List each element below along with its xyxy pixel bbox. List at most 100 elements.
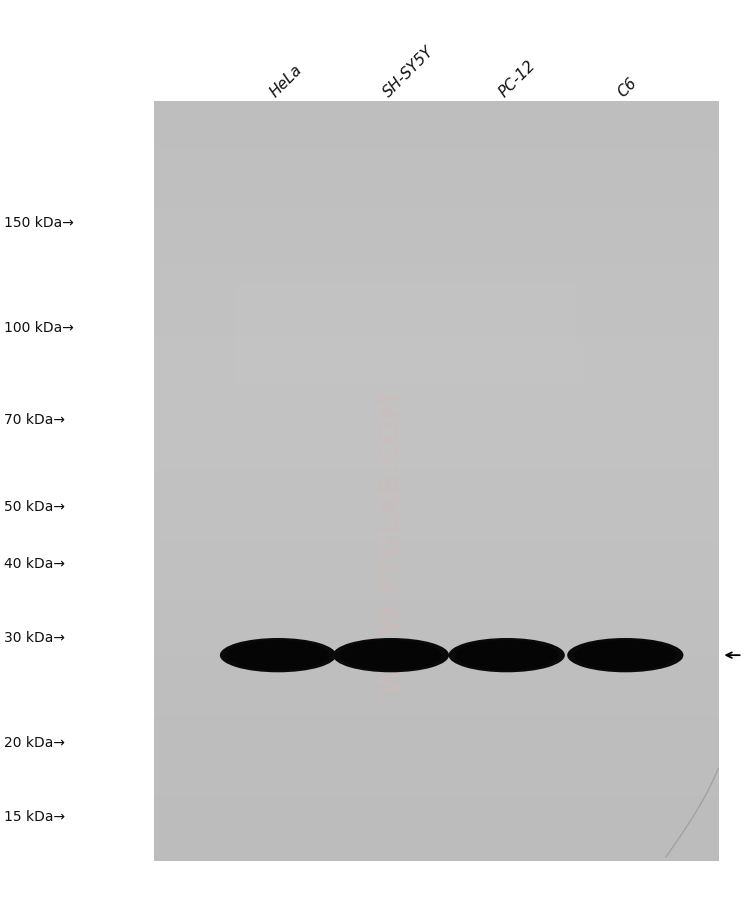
Bar <box>154 588 718 592</box>
Bar <box>154 136 718 140</box>
Bar <box>154 508 718 512</box>
Bar <box>154 447 718 451</box>
Bar <box>238 380 578 384</box>
Bar <box>154 140 718 143</box>
Text: WWW.PTGLAB.COM: WWW.PTGLAB.COM <box>377 391 405 695</box>
Bar <box>154 724 718 729</box>
Bar <box>154 667 718 671</box>
Bar <box>154 827 718 831</box>
Bar <box>154 193 718 197</box>
Bar <box>238 345 578 350</box>
Bar <box>154 428 718 432</box>
Bar <box>154 767 718 770</box>
Bar <box>154 770 718 774</box>
Ellipse shape <box>574 640 676 670</box>
Bar <box>154 133 718 136</box>
Bar <box>238 273 578 278</box>
Bar <box>238 337 578 342</box>
Bar <box>154 272 718 277</box>
Bar <box>154 649 718 652</box>
Bar <box>154 748 718 751</box>
Bar <box>154 801 718 805</box>
Bar <box>154 786 718 789</box>
Bar <box>154 842 718 846</box>
Bar <box>238 372 578 375</box>
Bar <box>238 270 578 273</box>
Bar <box>238 414 578 419</box>
Bar <box>154 391 718 394</box>
Bar <box>154 547 718 550</box>
Bar <box>154 307 718 311</box>
Bar <box>154 538 718 542</box>
Bar <box>154 296 718 299</box>
Bar <box>154 349 718 353</box>
Bar <box>154 281 718 284</box>
Text: 100 kDa→: 100 kDa→ <box>4 320 74 335</box>
Bar <box>154 288 718 292</box>
Bar <box>154 246 718 250</box>
Text: 20 kDa→: 20 kDa→ <box>4 735 64 750</box>
Bar <box>154 197 718 200</box>
Bar <box>154 789 718 793</box>
Bar <box>154 740 718 743</box>
Bar <box>238 384 578 389</box>
Bar <box>154 243 718 246</box>
Bar <box>238 265 578 270</box>
Bar <box>238 422 578 427</box>
Bar <box>238 329 578 333</box>
Bar <box>154 698 718 702</box>
Bar <box>154 186 718 189</box>
Bar <box>154 815 718 820</box>
Bar <box>238 342 578 345</box>
Bar <box>154 143 718 148</box>
Bar <box>154 580 718 584</box>
Bar <box>154 691 718 695</box>
Bar <box>154 152 718 155</box>
Bar <box>154 630 718 633</box>
Bar <box>154 638 718 641</box>
Bar <box>154 478 718 482</box>
Ellipse shape <box>220 639 336 673</box>
Bar <box>238 350 578 354</box>
Bar <box>154 839 718 842</box>
Bar <box>154 440 718 444</box>
Bar <box>154 387 718 391</box>
Bar <box>154 679 718 683</box>
Bar <box>154 124 718 128</box>
Text: 15 kDa→: 15 kDa→ <box>4 809 64 824</box>
Bar <box>238 320 578 325</box>
Bar <box>154 854 718 858</box>
Text: 150 kDa→: 150 kDa→ <box>4 216 74 230</box>
Bar <box>154 109 718 114</box>
Bar <box>154 463 718 466</box>
Bar <box>238 282 578 286</box>
Bar <box>154 470 718 474</box>
Bar <box>154 474 718 478</box>
Bar <box>154 603 718 607</box>
Bar <box>154 208 718 212</box>
Bar <box>154 535 718 538</box>
Bar <box>154 660 718 664</box>
Bar <box>154 531 718 535</box>
Bar <box>154 167 718 170</box>
Bar <box>238 359 578 363</box>
Bar <box>154 239 718 243</box>
Bar <box>154 858 718 861</box>
Bar <box>154 846 718 850</box>
Bar <box>154 170 718 174</box>
Bar <box>154 402 718 406</box>
Bar <box>154 576 718 580</box>
Bar <box>154 592 718 595</box>
Bar <box>154 796 718 801</box>
Bar <box>154 729 718 732</box>
Bar <box>154 611 718 614</box>
Bar <box>154 607 718 611</box>
Bar <box>154 686 718 691</box>
Bar <box>154 504 718 508</box>
Bar <box>238 299 578 303</box>
Bar <box>154 695 718 698</box>
Bar <box>238 431 578 435</box>
Bar <box>154 303 718 307</box>
Bar <box>154 569 718 573</box>
Bar <box>154 291 718 296</box>
